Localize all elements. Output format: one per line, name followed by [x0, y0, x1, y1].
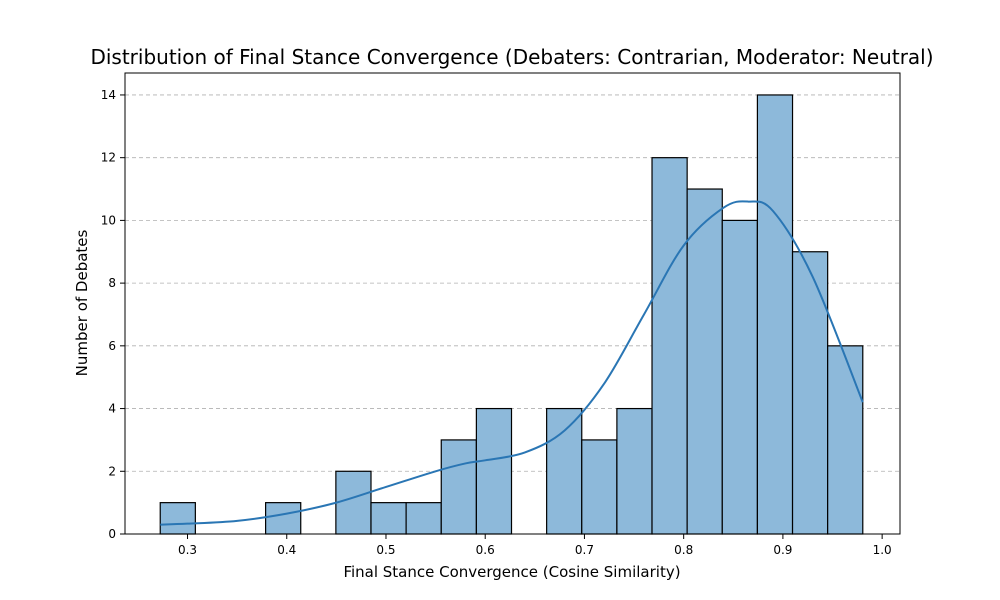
- histogram-bar: [791, 251, 829, 535]
- x-axis-label: Final Stance Convergence (Cosine Similar…: [343, 563, 680, 581]
- histogram-bar: [405, 502, 442, 535]
- x-tick-label: 0.4: [277, 543, 296, 557]
- histogram-bar: [721, 219, 759, 535]
- histogram-bar: [756, 94, 794, 535]
- histogram-bar: [475, 407, 513, 535]
- y-tick-label: 14: [101, 88, 116, 102]
- y-axis-label: Number of Debates: [73, 229, 91, 376]
- histogram-bar: [440, 439, 477, 535]
- x-tick-label: 0.6: [476, 543, 495, 557]
- y-tick-label: 6: [108, 339, 116, 353]
- x-tick-label: 0.9: [773, 543, 792, 557]
- x-tick-label: 0.5: [376, 543, 395, 557]
- histogram-bar: [581, 439, 618, 535]
- y-tick-label: 8: [108, 276, 116, 290]
- kde-curve: [160, 200, 864, 526]
- histogram-bars: [159, 94, 864, 535]
- plot-frame: [124, 72, 901, 535]
- x-tick-label: 0.7: [575, 543, 594, 557]
- x-tick-label: 1.0: [873, 543, 892, 557]
- y-tick-label: 4: [108, 402, 116, 416]
- histogram-bar: [159, 502, 196, 535]
- y-tick-label: 12: [101, 151, 116, 165]
- histogram-bar: [616, 407, 653, 535]
- axes: [124, 72, 901, 535]
- histogram-bar: [370, 502, 407, 535]
- histogram-bar: [686, 188, 723, 535]
- histogram-bar: [265, 502, 302, 535]
- x-tick-label: 0.3: [178, 543, 197, 557]
- chart-title: Distribution of Final Stance Convergence…: [90, 45, 933, 69]
- x-axis-ticks: 0.3 0.4 0.5 0.6 0.7 0.8 0.9 1.0: [178, 534, 892, 557]
- histogram-bar: [335, 470, 372, 535]
- y-tick-label: 0: [108, 527, 116, 541]
- x-tick-label: 0.8: [674, 543, 693, 557]
- histogram-bar: [546, 407, 583, 535]
- histogram-bar: [651, 157, 688, 535]
- y-axis-ticks: 0 2 4 6 8 10 12 14: [101, 88, 125, 541]
- y-tick-label: 10: [101, 213, 116, 227]
- grid-lines: [125, 94, 900, 472]
- histogram-bar: [827, 345, 864, 535]
- kde-curve-layer: [160, 200, 864, 526]
- y-tick-label: 2: [108, 464, 116, 478]
